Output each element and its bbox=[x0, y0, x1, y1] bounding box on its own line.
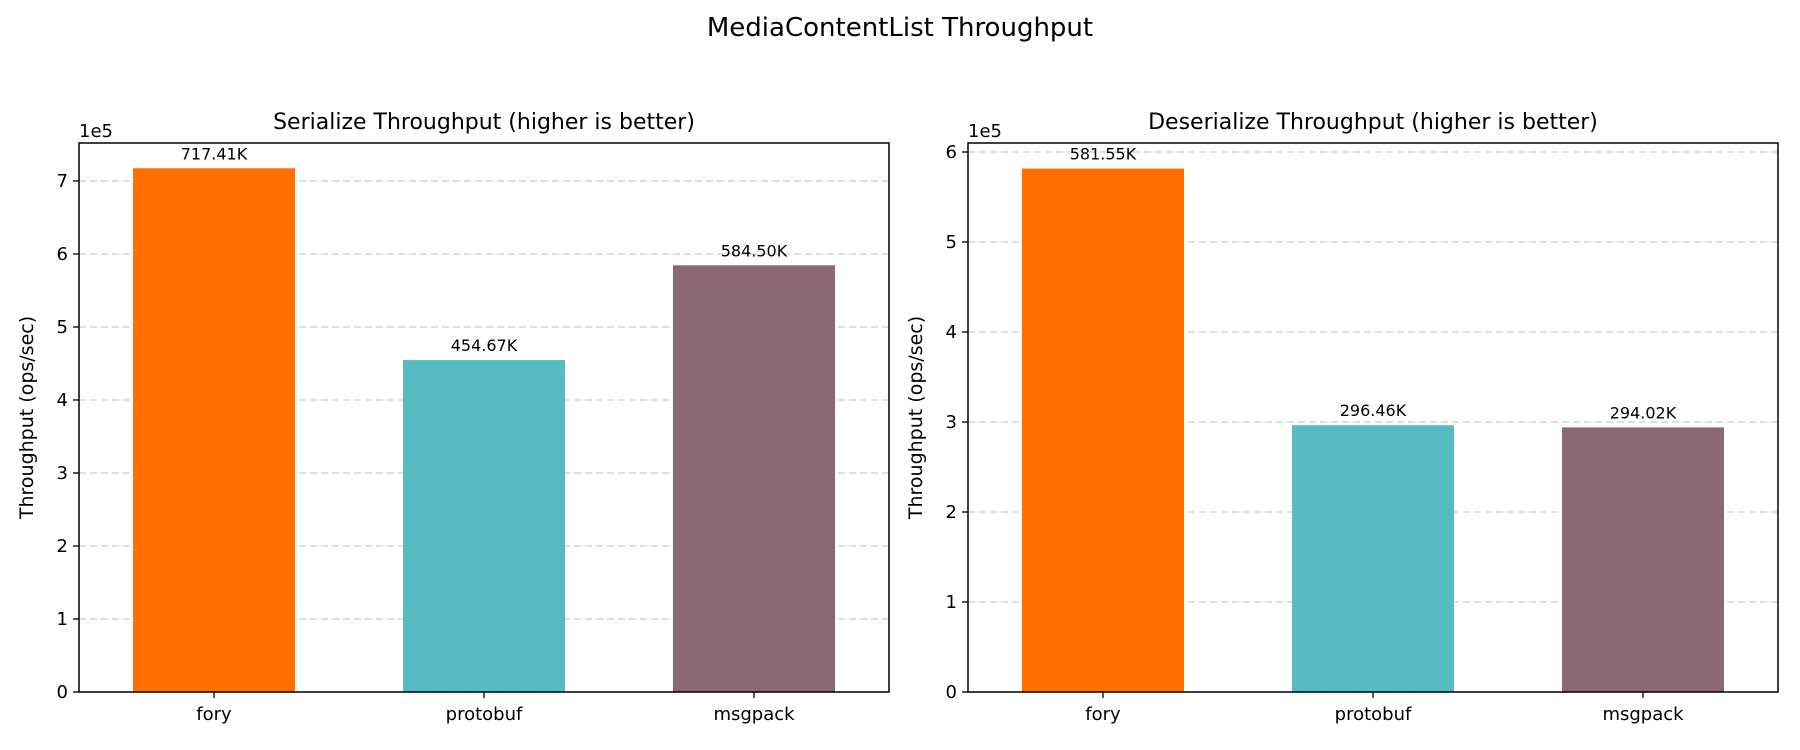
bar-fory bbox=[133, 168, 295, 692]
x-tick-label-msgpack: msgpack bbox=[1602, 704, 1684, 725]
y-offset-label: 1e5 bbox=[968, 121, 1002, 142]
x-tick-label-fory: fory bbox=[196, 704, 232, 725]
figure-title: MediaContentList Throughput bbox=[707, 13, 1093, 43]
y-tick-label: 2 bbox=[57, 536, 68, 557]
deserialize-throughput-chart: 0 1 2 3 4 5 6 581.55K fory 296.46K protobuf 294.02K… bbox=[905, 110, 1779, 725]
y-offset-label: 1e5 bbox=[79, 121, 113, 142]
value-label-protobuf: 296.46K bbox=[1340, 401, 1407, 420]
x-tick-label-msgpack: msgpack bbox=[713, 704, 795, 725]
y-tick-label: 3 bbox=[946, 412, 957, 433]
value-label-protobuf: 454.67K bbox=[451, 336, 518, 355]
bar-fory bbox=[1022, 168, 1184, 693]
axes-frame bbox=[78, 142, 890, 693]
y-tick-label: 2 bbox=[946, 502, 957, 523]
y-tick-label: 7 bbox=[57, 171, 68, 192]
y-tick-label: 0 bbox=[57, 682, 68, 703]
y-axis-label: Throughput (ops/sec) bbox=[16, 316, 38, 520]
chart-title: Deserialize Throughput (higher is better… bbox=[1148, 110, 1598, 135]
value-label-msgpack: 584.50K bbox=[721, 241, 788, 260]
y-tick-label: 4 bbox=[946, 322, 957, 343]
axes-frame bbox=[967, 142, 1779, 693]
value-label-fory: 581.55K bbox=[1070, 145, 1137, 164]
bar-protobuf bbox=[403, 360, 565, 692]
x-tick-label-fory: fory bbox=[1085, 704, 1121, 725]
bar-protobuf bbox=[1292, 425, 1454, 692]
y-tick-label: 3 bbox=[57, 463, 68, 484]
value-label-msgpack: 294.02K bbox=[1610, 403, 1677, 422]
bar-msgpack bbox=[673, 265, 835, 692]
y-tick-label: 6 bbox=[946, 142, 957, 163]
y-tick-label: 5 bbox=[57, 317, 68, 338]
y-tick-label: 0 bbox=[946, 682, 957, 703]
y-axis-label: Throughput (ops/sec) bbox=[905, 316, 927, 520]
y-tick-label: 6 bbox=[57, 244, 68, 265]
x-tick-label-protobuf: protobuf bbox=[446, 704, 523, 725]
y-tick-label: 1 bbox=[946, 592, 957, 613]
bar-msgpack bbox=[1562, 427, 1724, 692]
chart-title: Serialize Throughput (higher is better) bbox=[273, 110, 695, 135]
x-tick-label-protobuf: protobuf bbox=[1335, 704, 1412, 725]
y-tick-label: 1 bbox=[57, 609, 68, 630]
value-label-fory: 717.41K bbox=[181, 144, 248, 163]
y-tick-label: 4 bbox=[57, 390, 68, 411]
serialize-throughput-chart: 0 1 2 3 4 5 6 7 717.41K fory 454.67K protobuf 584.50… bbox=[16, 110, 890, 725]
y-tick-label: 5 bbox=[946, 232, 957, 253]
